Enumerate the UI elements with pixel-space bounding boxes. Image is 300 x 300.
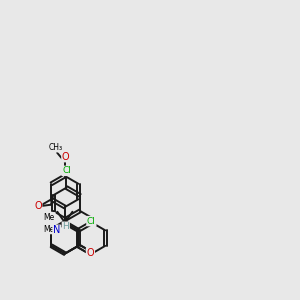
Text: H: H [62,222,69,231]
Text: O: O [87,248,94,258]
Text: Me: Me [44,213,55,222]
Text: N: N [53,225,61,235]
Text: Cl: Cl [62,166,71,175]
Text: Me: Me [44,225,55,234]
Text: Cl: Cl [87,217,96,226]
Text: O: O [62,152,70,162]
Text: CH₃: CH₃ [49,143,63,152]
Text: O: O [34,201,42,211]
